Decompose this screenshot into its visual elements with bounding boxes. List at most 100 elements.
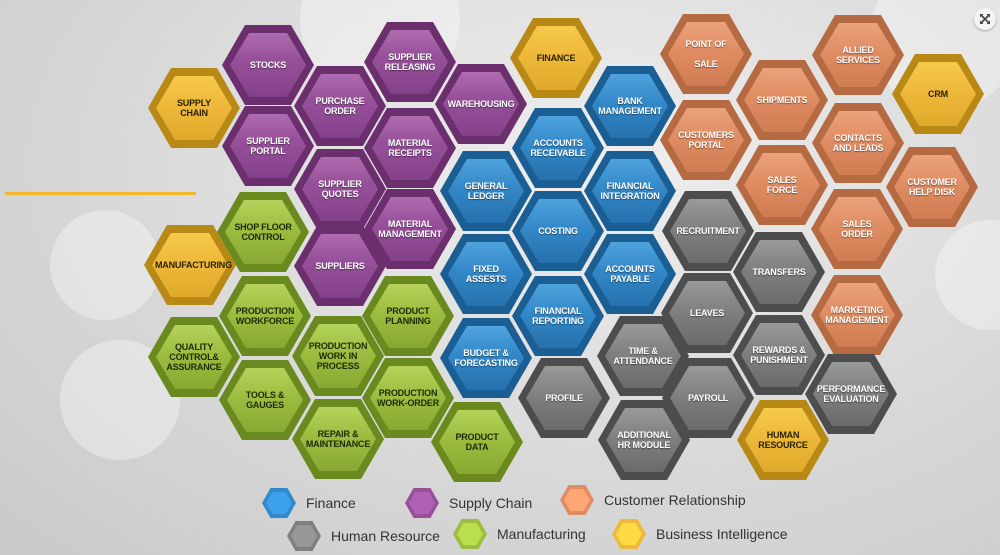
- module-label: ADDITIONAL HR MODULE: [617, 430, 671, 450]
- module-hex-finance[interactable]: COSTING: [512, 191, 604, 271]
- module-label: FINANCIAL INTEGRATION: [600, 181, 660, 201]
- legend-label: Manufacturing: [497, 526, 586, 542]
- module-label: COSTING: [538, 226, 578, 236]
- module-hex-finance[interactable]: GENERAL LEDGER: [440, 151, 532, 231]
- module-hex-customer-relationship[interactable]: CONTACTS AND LEADS: [812, 103, 904, 183]
- module-label: TRANSFERS: [752, 267, 806, 277]
- hexagon-swatch-icon: [453, 519, 487, 549]
- legend-label: Supply Chain: [449, 495, 533, 511]
- module-hex-customer-relationship[interactable]: SALES FORCE: [736, 145, 828, 225]
- module-label: PROFILE: [545, 393, 583, 403]
- module-hex-customer-relationship[interactable]: CUSTOMER HELP DISK: [886, 147, 978, 227]
- module-hex-supply-chain[interactable]: MATERIAL RECEIPTS: [364, 108, 456, 188]
- module-hex-supply-chain[interactable]: SUPPLIER PORTAL: [222, 106, 314, 186]
- module-label: HUMAN RESOURCE: [758, 430, 808, 450]
- module-label: MATERIAL RECEIPTS: [387, 138, 433, 158]
- module-hex-customer-relationship[interactable]: SHIPMENTS: [736, 60, 828, 140]
- module-hex-manufacturing[interactable]: PRODUCTION WORK IN PROCESS: [292, 316, 384, 396]
- module-hex-human-resource[interactable]: PROFILE: [518, 358, 610, 438]
- hexagon-swatch-icon: [287, 521, 321, 551]
- hex-face: [820, 23, 896, 87]
- hexagon-swatch-icon: [405, 488, 439, 518]
- module-hex-manufacturing[interactable]: PRODUCTION WORKFORCE: [219, 276, 311, 356]
- module-hex-supply-chain[interactable]: WAREHOUSING: [435, 64, 527, 144]
- legend-item-human-resource: Human Resource: [287, 521, 440, 551]
- hex-face: [606, 408, 682, 472]
- module-hex-customer-relationship[interactable]: POINT OF SALE: [660, 14, 752, 94]
- module-label: REWARDS & PUNISHMENT: [750, 345, 808, 365]
- module-label: FIXED ASSESTS: [465, 264, 507, 284]
- background-bokeh: [935, 220, 1000, 330]
- module-hex-business-intelligence[interactable]: SUPPLY CHAIN: [148, 68, 240, 148]
- module-label: CUSTOMER HELP DISK: [907, 177, 957, 197]
- module-label: ACCOUNTS PAYABLE: [605, 264, 655, 284]
- module-hex-customer-relationship[interactable]: CUSTOMERS PORTAL: [660, 100, 752, 180]
- legend-item-business-intelligence: Business Intelligence: [612, 519, 788, 549]
- hex-face: [819, 197, 895, 261]
- module-label: FINANCE: [536, 53, 576, 63]
- module-hex-business-intelligence[interactable]: MANUFACTURING: [144, 225, 236, 305]
- legend-item-manufacturing: Manufacturing: [453, 519, 586, 549]
- hex-face: [669, 281, 745, 345]
- module-hex-manufacturing[interactable]: QUALITY CONTROL& ASSURANCE: [148, 317, 240, 397]
- module-label: SALES ORDER: [841, 219, 873, 239]
- module-hex-customer-relationship[interactable]: MARKETING MANAGEMENT: [811, 275, 903, 355]
- hex-face: [819, 283, 895, 347]
- module-label: SUPPLIER QUOTES: [318, 179, 362, 199]
- hex-face: [592, 242, 668, 306]
- module-label: WAREHOUSING: [447, 99, 515, 109]
- legend-label: Finance: [306, 495, 356, 511]
- module-hex-manufacturing[interactable]: PRODUCT PLANNING: [362, 276, 454, 356]
- module-hex-manufacturing[interactable]: PRODUCT DATA: [431, 402, 523, 482]
- module-label: SUPPLY CHAIN: [177, 98, 211, 118]
- module-label: PAYROLL: [687, 393, 729, 403]
- module-hex-customer-relationship[interactable]: SALES ORDER: [811, 189, 903, 269]
- legend-label: Human Resource: [331, 528, 440, 544]
- legend: Finance Supply Chain Customer Relationship…: [0, 480, 1000, 555]
- module-hex-finance[interactable]: ACCOUNTS PAYABLE: [584, 234, 676, 314]
- module-hex-human-resource[interactable]: TRANSFERS: [733, 232, 825, 312]
- module-hex-manufacturing[interactable]: SHOP FLOOR CONTROL: [217, 192, 309, 272]
- module-hex-finance[interactable]: FINANCIAL REPORTING: [512, 276, 604, 356]
- hex-face: [900, 62, 976, 126]
- module-hex-manufacturing[interactable]: PRODUCTION WORK-ORDER: [362, 358, 454, 438]
- module-hex-finance[interactable]: ACCOUNTS RECEIVABLE: [512, 108, 604, 188]
- module-hex-manufacturing[interactable]: TOOLS & GAUGES: [219, 360, 311, 440]
- module-label: RECRUITMENT: [676, 226, 740, 236]
- hex-face: [670, 199, 746, 263]
- module-label: BUDGET & FORECASTING: [454, 348, 518, 368]
- module-label: TOOLS & GAUGES: [245, 390, 285, 410]
- module-label: MATERIAL MANAGEMENT: [378, 219, 442, 239]
- module-hex-finance[interactable]: FINANCIAL INTEGRATION: [584, 151, 676, 231]
- expand-button[interactable]: [974, 8, 996, 30]
- module-hex-supply-chain[interactable]: MATERIAL MANAGEMENT: [364, 189, 456, 269]
- module-hex-supply-chain[interactable]: PURCHASE ORDER: [294, 66, 386, 146]
- module-hex-finance[interactable]: FIXED ASSESTS: [440, 234, 532, 314]
- hex-face: [668, 22, 744, 86]
- module-label: BANK MANAGEMENT: [598, 96, 662, 116]
- module-hex-supply-chain[interactable]: SUPPLIER QUOTES: [294, 149, 386, 229]
- hex-face: [741, 323, 817, 387]
- module-hex-business-intelligence[interactable]: HUMAN RESOURCE: [737, 400, 829, 480]
- module-label: MANUFACTURING: [155, 260, 232, 270]
- module-hex-finance[interactable]: BUDGET & FORECASTING: [440, 318, 532, 398]
- module-label: ACCOUNTS RECEIVABLE: [530, 138, 586, 158]
- module-hex-finance[interactable]: BANK MANAGEMENT: [584, 66, 676, 146]
- module-label: SUPPLIERS: [315, 261, 365, 271]
- hex-face: [744, 68, 820, 132]
- module-hex-manufacturing[interactable]: REPAIR & MAINTENANCE: [292, 399, 384, 479]
- module-label: MARKETING MANAGEMENT: [825, 305, 889, 325]
- module-hex-human-resource[interactable]: RECRUITMENT: [662, 191, 754, 271]
- module-label: LEAVES: [689, 308, 725, 318]
- module-label: FINANCIAL REPORTING: [532, 306, 584, 326]
- module-hex-supply-chain[interactable]: STOCKS: [222, 25, 314, 105]
- module-hex-human-resource[interactable]: REWARDS & PUNISHMENT: [733, 315, 825, 395]
- module-label: SHIPMENTS: [756, 95, 808, 105]
- module-label: POINT OF SALE: [685, 39, 727, 69]
- module-hex-supply-chain[interactable]: SUPPLIER RELEASING: [364, 22, 456, 102]
- module-label: PRODUCTION WORK-ORDER: [377, 388, 439, 408]
- module-hex-human-resource[interactable]: PERFORMANCE EVALUATION: [805, 354, 897, 434]
- module-hex-supply-chain[interactable]: SUPPLIERS: [294, 226, 386, 306]
- module-label: CRM: [928, 89, 948, 99]
- module-hex-business-intelligence[interactable]: FINANCE: [510, 18, 602, 98]
